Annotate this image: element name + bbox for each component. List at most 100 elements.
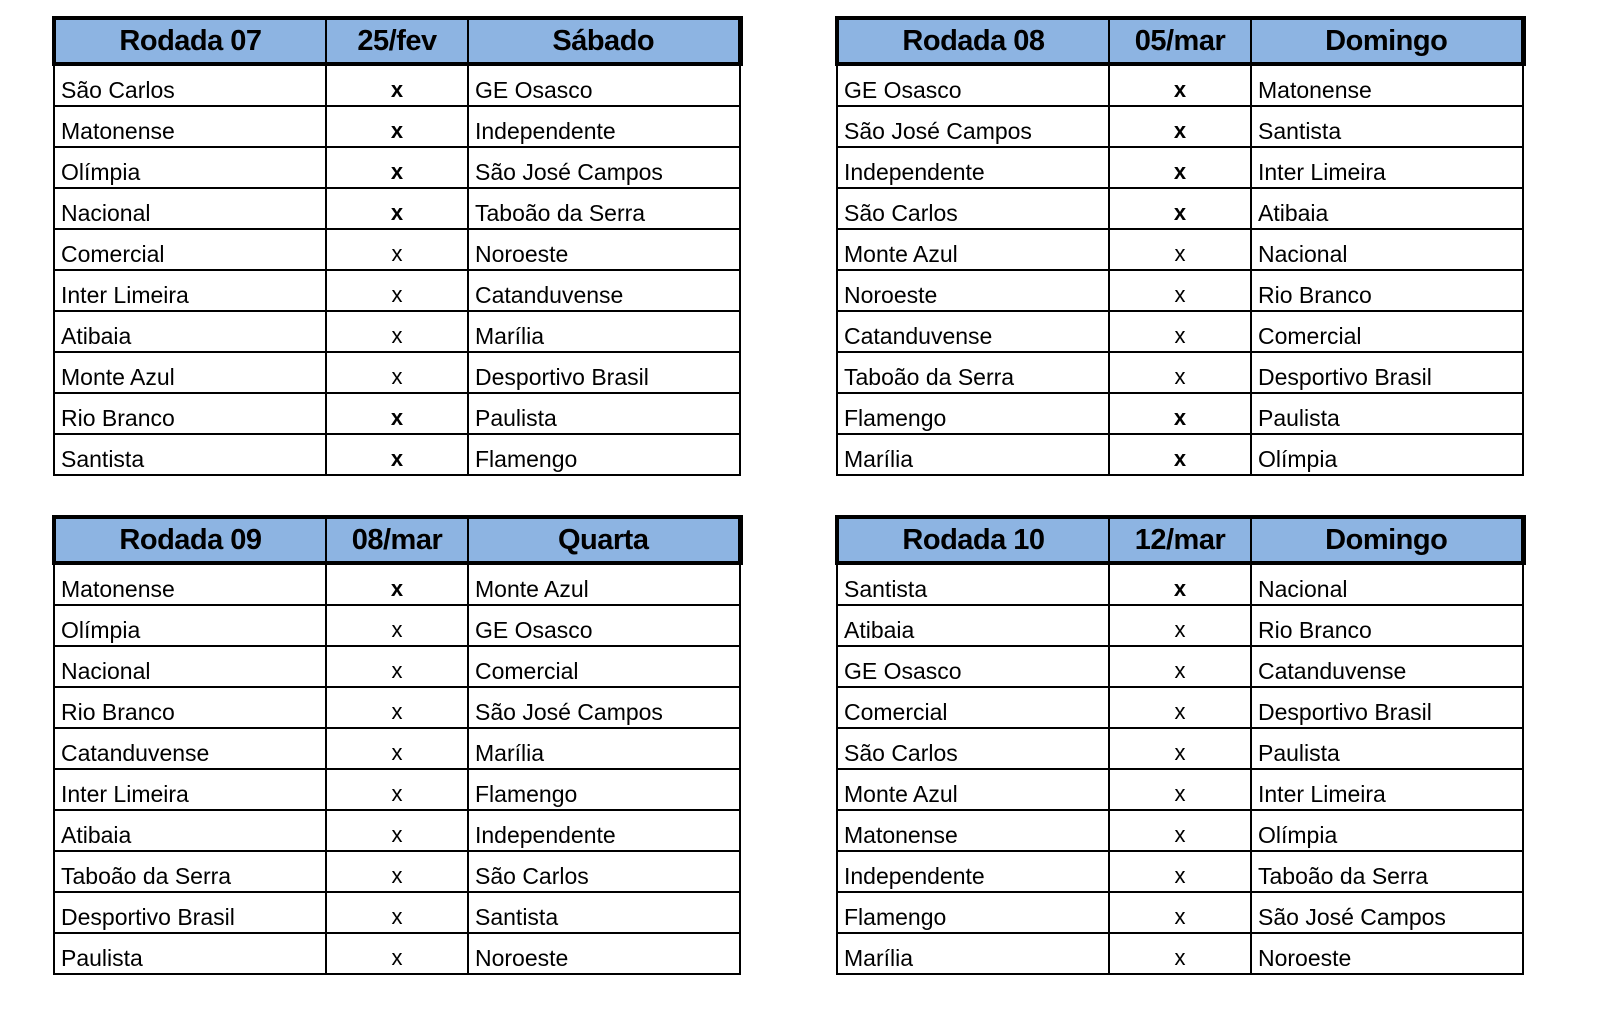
- header-row: Rodada 07 25/fev Sábado: [52, 16, 743, 66]
- match-row: GE Osasco x Catanduvense: [836, 645, 1524, 688]
- away-team: Comercial: [467, 645, 741, 688]
- away-team: Taboão da Serra: [1250, 850, 1524, 893]
- versus-mark: x: [325, 433, 469, 476]
- versus-mark: x: [325, 727, 469, 770]
- match-row: Matonense x Olímpia: [836, 809, 1524, 852]
- away-team: Matonense: [1250, 63, 1524, 107]
- home-team: Taboão da Serra: [836, 351, 1110, 394]
- versus-mark: x: [325, 187, 469, 230]
- away-team: Catanduvense: [467, 269, 741, 312]
- home-team: Inter Limeira: [53, 768, 327, 811]
- versus-mark: x: [1108, 932, 1252, 975]
- home-team: Noroeste: [836, 269, 1110, 312]
- match-row: Matonense x Monte Azul: [53, 562, 741, 606]
- round-date: 25/fev: [325, 16, 469, 66]
- round-day: Domingo: [1250, 16, 1526, 66]
- round-day: Domingo: [1250, 515, 1526, 565]
- home-team: Marília: [836, 433, 1110, 476]
- round-title: Rodada 09: [52, 515, 327, 565]
- header-row: Rodada 08 05/mar Domingo: [835, 16, 1526, 66]
- versus-mark: x: [325, 932, 469, 975]
- home-team: GE Osasco: [836, 645, 1110, 688]
- match-row: Monte Azul x Inter Limeira: [836, 768, 1524, 811]
- match-row: São José Campos x Santista: [836, 105, 1524, 148]
- match-row: Rio Branco x São José Campos: [53, 686, 741, 729]
- match-row: Marília x Olímpia: [836, 433, 1524, 476]
- match-row: Atibaia x Independente: [53, 809, 741, 852]
- home-team: Monte Azul: [53, 351, 327, 394]
- versus-mark: x: [1108, 727, 1252, 770]
- home-team: Atibaia: [53, 809, 327, 852]
- away-team: Flamengo: [467, 433, 741, 476]
- home-team: Matonense: [836, 809, 1110, 852]
- home-team: São Carlos: [836, 187, 1110, 230]
- versus-mark: x: [1108, 604, 1252, 647]
- home-team: Catanduvense: [53, 727, 327, 770]
- home-team: São Carlos: [53, 63, 327, 107]
- versus-mark: x: [325, 891, 469, 934]
- away-team: Nacional: [1250, 562, 1524, 606]
- match-row: São Carlos x Atibaia: [836, 187, 1524, 230]
- home-team: Atibaia: [53, 310, 327, 353]
- away-team: Independente: [467, 105, 741, 148]
- match-row: Santista x Nacional: [836, 562, 1524, 606]
- away-team: Rio Branco: [1250, 269, 1524, 312]
- away-team: Monte Azul: [467, 562, 741, 606]
- away-team: Paulista: [467, 392, 741, 435]
- match-row: Nacional x Taboão da Serra: [53, 187, 741, 230]
- match-row: Taboão da Serra x Desportivo Brasil: [836, 351, 1524, 394]
- home-team: Comercial: [836, 686, 1110, 729]
- away-team: Marília: [467, 310, 741, 353]
- match-row: Monte Azul x Nacional: [836, 228, 1524, 271]
- match-row: Comercial x Noroeste: [53, 228, 741, 271]
- versus-mark: x: [1108, 768, 1252, 811]
- versus-mark: x: [1108, 105, 1252, 148]
- home-team: Santista: [836, 562, 1110, 606]
- match-row: Olímpia x São José Campos: [53, 146, 741, 189]
- home-team: Marília: [836, 932, 1110, 975]
- header-row: Rodada 09 08/mar Quarta: [52, 515, 743, 565]
- home-team: Olímpia: [53, 146, 327, 189]
- match-row: Olímpia x GE Osasco: [53, 604, 741, 647]
- versus-mark: x: [325, 562, 469, 606]
- away-team: Marília: [467, 727, 741, 770]
- home-team: Santista: [53, 433, 327, 476]
- round-date: 05/mar: [1108, 16, 1252, 66]
- match-row: São Carlos x Paulista: [836, 727, 1524, 770]
- match-row: Catanduvense x Comercial: [836, 310, 1524, 353]
- home-team: Comercial: [53, 228, 327, 271]
- versus-mark: x: [1108, 850, 1252, 893]
- versus-mark: x: [1108, 351, 1252, 394]
- versus-mark: x: [1108, 891, 1252, 934]
- away-team: Rio Branco: [1250, 604, 1524, 647]
- match-row: Paulista x Noroeste: [53, 932, 741, 975]
- away-team: Nacional: [1250, 228, 1524, 271]
- home-team: Taboão da Serra: [53, 850, 327, 893]
- match-row: Flamengo x Paulista: [836, 392, 1524, 435]
- versus-mark: x: [325, 686, 469, 729]
- home-team: Rio Branco: [53, 392, 327, 435]
- versus-mark: x: [1108, 562, 1252, 606]
- versus-mark: x: [325, 351, 469, 394]
- home-team: Monte Azul: [836, 768, 1110, 811]
- away-team: Olímpia: [1250, 809, 1524, 852]
- away-team: Taboão da Serra: [467, 187, 741, 230]
- match-row: Independente x Taboão da Serra: [836, 850, 1524, 893]
- versus-mark: x: [1108, 392, 1252, 435]
- versus-mark: x: [325, 604, 469, 647]
- match-row: GE Osasco x Matonense: [836, 63, 1524, 107]
- versus-mark: x: [1108, 809, 1252, 852]
- match-row: São Carlos x GE Osasco: [53, 63, 741, 107]
- round-date: 12/mar: [1108, 515, 1252, 565]
- home-team: São José Campos: [836, 105, 1110, 148]
- round-day: Quarta: [467, 515, 743, 565]
- round-title: Rodada 10: [835, 515, 1110, 565]
- versus-mark: x: [1108, 433, 1252, 476]
- match-row: Marília x Noroeste: [836, 932, 1524, 975]
- away-team: Noroeste: [467, 228, 741, 271]
- versus-mark: x: [325, 392, 469, 435]
- home-team: Olímpia: [53, 604, 327, 647]
- home-team: Independente: [836, 850, 1110, 893]
- match-row: Monte Azul x Desportivo Brasil: [53, 351, 741, 394]
- versus-mark: x: [325, 63, 469, 107]
